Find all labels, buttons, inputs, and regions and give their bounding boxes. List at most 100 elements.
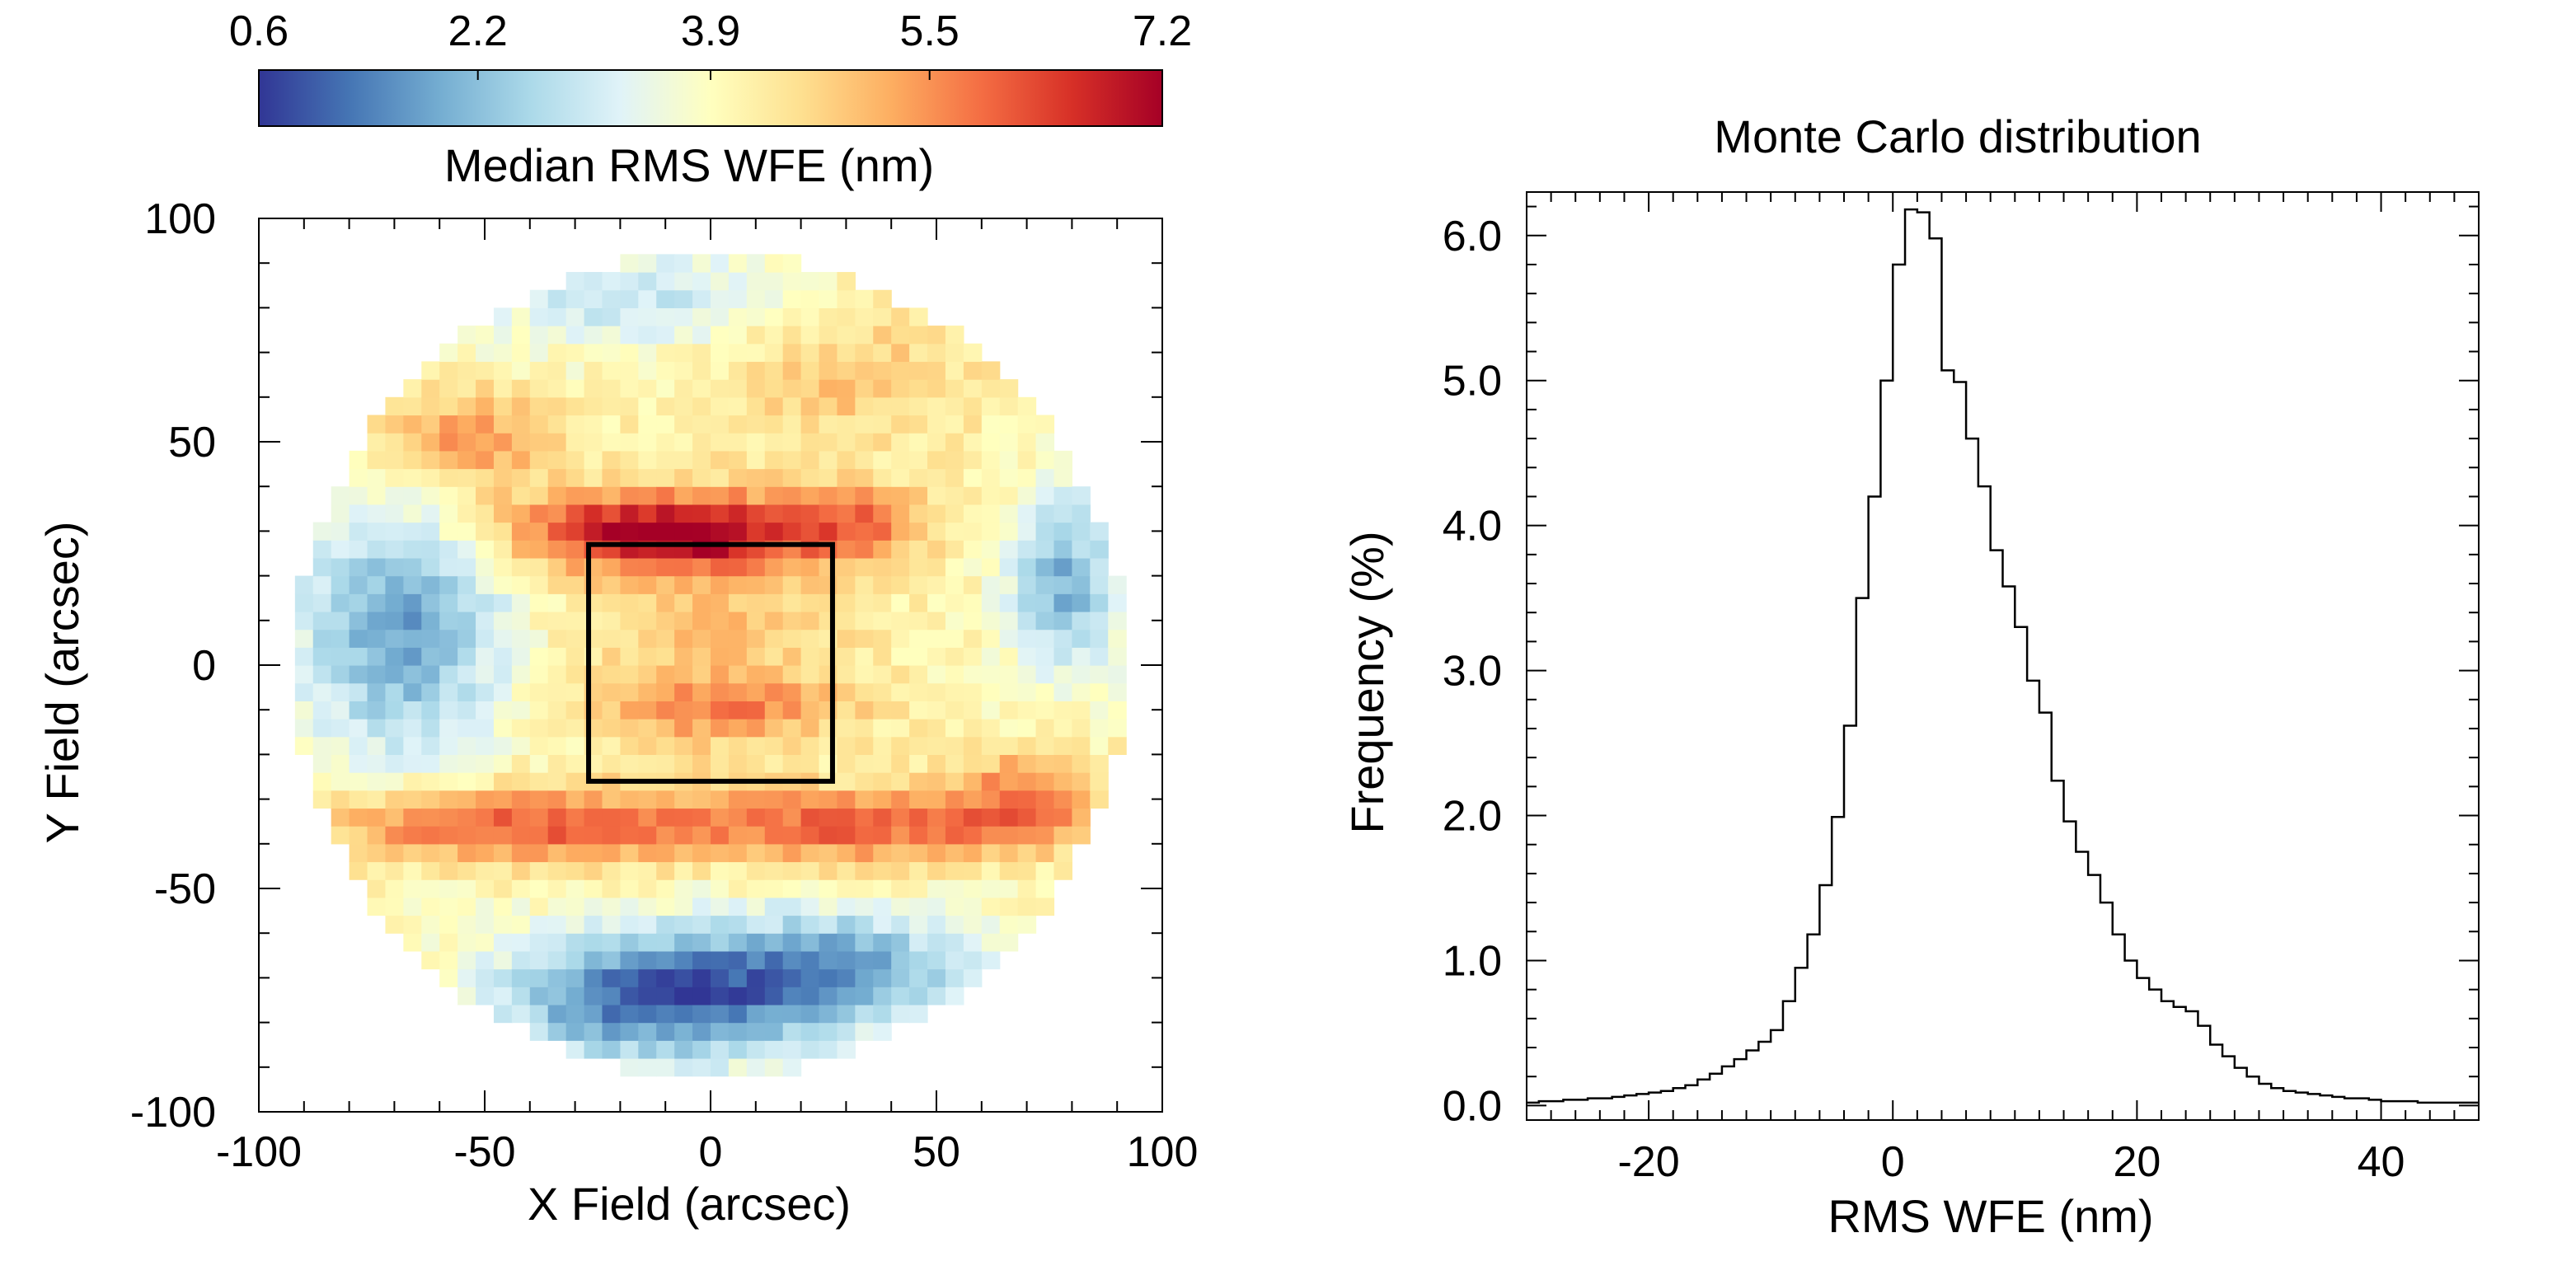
heatmap-cell	[692, 682, 711, 701]
heatmap-cell	[403, 629, 422, 648]
heatmap-cell	[367, 575, 387, 594]
heatmap-cell	[312, 575, 332, 594]
heatmap-cell	[711, 843, 730, 863]
heatmap-cell	[819, 808, 838, 827]
heatmap-cell	[800, 843, 820, 863]
heatmap-cell	[620, 915, 639, 934]
heatmap-cell	[746, 468, 766, 487]
heatmap-cell	[1108, 701, 1127, 720]
heatmap-cell	[1053, 486, 1072, 505]
heatmap-cell	[565, 665, 585, 684]
heatmap-cell	[819, 915, 838, 934]
heatmap-cell	[511, 772, 531, 791]
heatmap-cell	[999, 915, 1019, 934]
heatmap-cell	[728, 307, 748, 326]
heatmap-cell	[927, 379, 946, 398]
heatmap-cell	[764, 361, 784, 380]
heatmap-cell	[331, 504, 350, 523]
heatmap-cell	[493, 433, 513, 452]
heatmap-cell	[584, 843, 603, 863]
heatmap-cell	[800, 950, 820, 970]
heatmap-cell	[873, 486, 892, 505]
heatmap-cell	[457, 987, 476, 1005]
heatmap-cell	[476, 772, 495, 791]
heatmap-cell	[999, 629, 1019, 648]
heatmap-cell	[891, 343, 910, 363]
hist-x-tick-label: -20	[1617, 1138, 1679, 1186]
x-tick-label: 100	[1127, 1128, 1199, 1176]
heatmap-cell	[909, 950, 928, 970]
heatmap-cell	[638, 933, 657, 952]
heatmap-cell	[620, 450, 639, 470]
heatmap-cell	[403, 915, 422, 934]
heatmap-cell	[711, 682, 730, 701]
heatmap-cell	[873, 968, 892, 987]
heatmap-cell	[403, 486, 422, 505]
heatmap-cell	[367, 593, 387, 612]
heatmap-cell	[385, 915, 404, 934]
heatmap-cell	[294, 719, 314, 738]
heatmap-cell	[746, 361, 766, 380]
heatmap-cell	[746, 450, 766, 470]
heatmap-cell	[565, 629, 585, 648]
heatmap-cell	[1017, 736, 1037, 755]
heatmap-cell	[873, 647, 892, 666]
heatmap-cell	[692, 1022, 711, 1041]
heatmap-cell	[728, 254, 748, 273]
heatmap-cell	[584, 1004, 603, 1024]
heatmap-cell	[457, 557, 476, 577]
heatmap-cell	[547, 665, 567, 684]
heatmap-cell	[511, 1004, 531, 1024]
heatmap-cell	[728, 272, 748, 291]
heatmap-cell	[945, 522, 964, 541]
heatmap-cell	[602, 593, 621, 612]
heatmap-cell	[711, 415, 730, 434]
heatmap-cell	[837, 486, 856, 505]
heatmap-cell	[800, 611, 820, 630]
heatmap-cell	[1035, 450, 1055, 470]
heatmap-cell	[728, 826, 748, 845]
heatmap-cell	[1090, 772, 1109, 791]
heatmap-cell	[529, 736, 549, 755]
heatmap-cell	[674, 933, 693, 952]
heatmap-cell	[782, 343, 802, 363]
heatmap-cell	[1017, 415, 1037, 434]
heatmap-cell	[385, 522, 404, 541]
heatmap-cell	[909, 326, 928, 345]
heatmap-cell	[927, 736, 946, 755]
heatmap-cell	[873, 557, 892, 577]
heatmap-cell	[711, 861, 730, 880]
heatmap-cell	[602, 450, 621, 470]
heatmap-cell	[819, 897, 838, 916]
heatmap-cell	[584, 361, 603, 380]
heatmap-cell	[728, 915, 748, 934]
heatmap-cell	[476, 754, 495, 773]
heatmap-cell	[620, 719, 639, 738]
heatmap-cell	[547, 826, 567, 845]
heatmap-cell	[909, 915, 928, 934]
heatmap-cell	[493, 719, 513, 738]
heatmap-cell	[565, 933, 585, 952]
heatmap-cell	[927, 557, 946, 577]
heatmap-cell	[457, 790, 476, 809]
heatmap-cell	[602, 557, 621, 577]
heatmap-cell	[584, 450, 603, 470]
heatmap-cell	[457, 450, 476, 470]
heatmap-cell	[1108, 682, 1127, 701]
heatmap-cell	[476, 682, 495, 701]
heatmap-cell	[493, 826, 513, 845]
heatmap-cell	[656, 879, 675, 898]
heatmap-cell	[728, 486, 748, 505]
heatmap-cell	[421, 790, 440, 809]
heatmap-cell	[584, 343, 603, 363]
heatmap-cell	[367, 808, 387, 827]
heatmap-cell	[602, 682, 621, 701]
heatmap-cell	[602, 950, 621, 970]
heatmap-cell	[728, 326, 748, 345]
heatmap-cell	[331, 754, 350, 773]
heatmap-cell	[620, 754, 639, 773]
heatmap-cell	[800, 504, 820, 523]
heatmap-cell	[800, 968, 820, 987]
heatmap-cell	[927, 861, 946, 880]
heatmap-cell	[981, 682, 1001, 701]
